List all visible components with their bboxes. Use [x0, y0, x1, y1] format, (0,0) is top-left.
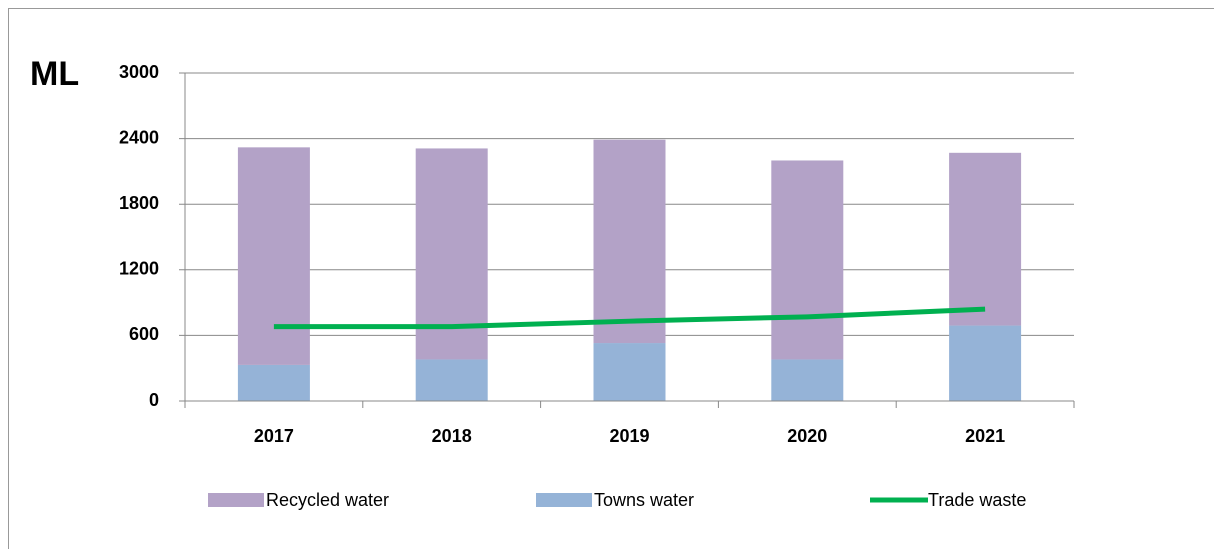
bar [237, 147, 310, 365]
bar [949, 325, 1022, 401]
y-tick-label: 1200 [119, 259, 159, 279]
y-axis-label: ML [30, 55, 79, 93]
legend-label: Towns water [594, 490, 694, 510]
bar [415, 359, 488, 401]
chart-border [8, 8, 1214, 549]
legend-swatch [208, 493, 264, 507]
bar [237, 364, 310, 401]
bar [771, 160, 844, 360]
y-tick-label: 0 [149, 390, 159, 410]
legend-swatch [536, 493, 592, 507]
x-tick-label: 2021 [965, 426, 1005, 446]
legend-label: Trade waste [928, 490, 1026, 510]
bar [593, 343, 666, 401]
legend-label: Recycled water [266, 490, 389, 510]
y-tick-label: 3000 [119, 62, 159, 82]
x-tick-label: 2018 [432, 426, 472, 446]
x-tick-label: 2019 [609, 426, 649, 446]
bar [949, 152, 1022, 326]
x-tick-label: 2017 [254, 426, 294, 446]
y-tick-label: 600 [129, 324, 159, 344]
line [273, 306, 986, 330]
bar [593, 139, 666, 344]
bar [771, 359, 844, 401]
y-tick-label: 2400 [119, 127, 159, 147]
y-tick-label: 1800 [119, 193, 159, 213]
x-tick-label: 2020 [787, 426, 827, 446]
